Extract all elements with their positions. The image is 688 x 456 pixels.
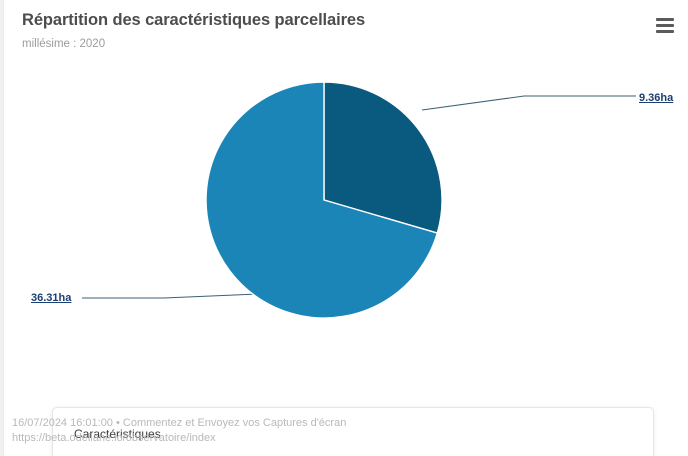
chart-legend: Caractéristiques Semis direct Bio Sans c…: [52, 407, 654, 456]
pie-slices: [205, 81, 443, 319]
legend-title: Caractéristiques: [74, 427, 161, 441]
menu-bar-middle: [656, 24, 674, 27]
menu-bar-bottom: [656, 30, 674, 33]
pie-chart-svg: [82, 81, 636, 319]
pie-data-label-semis-direct: 9.36ha: [639, 92, 674, 104]
chart-subtitle: millésime : 2020: [22, 38, 106, 50]
chart-card: Répartition des caractéristiques parcell…: [3, 0, 688, 456]
menu-bar-top: [656, 18, 674, 21]
hamburger-menu-icon[interactable]: [652, 13, 678, 37]
pie-data-label-bio: 36.31ha: [31, 292, 72, 304]
pie-slice-semis-direct[interactable]: [323, 81, 443, 234]
chart-header: Répartition des caractéristiques parcell…: [4, 0, 688, 62]
pie-chart-plot-area: 9.36ha 36.31ha Caractéristiques Semis di…: [4, 62, 688, 456]
leader-line-bio: [82, 293, 260, 299]
pie-slice-bio[interactable]: [205, 81, 439, 319]
leader-line-semis-direct: [421, 95, 636, 111]
page-title: Répartition des caractéristiques parcell…: [22, 11, 366, 29]
